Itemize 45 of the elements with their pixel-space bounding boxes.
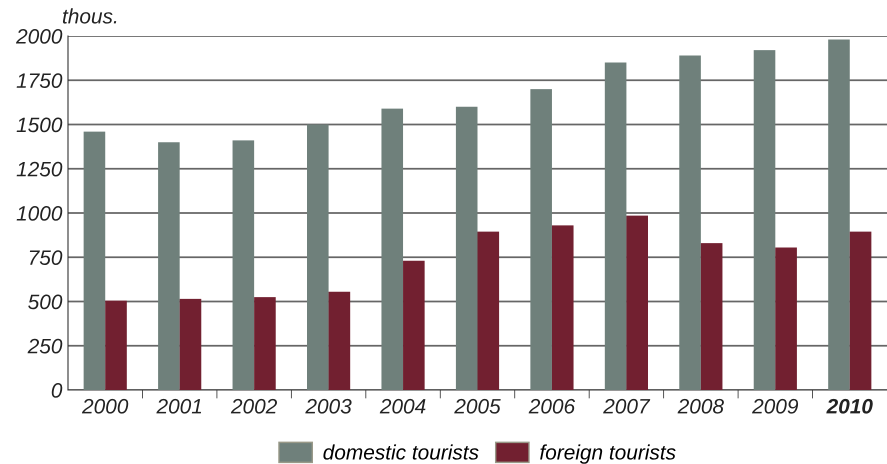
bar [754, 50, 776, 390]
bar [530, 89, 552, 390]
x-tick-label: 2004 [380, 398, 426, 414]
bar [232, 140, 254, 390]
x-tick-label: 2001 [156, 398, 202, 414]
y-axis-title: thous. [62, 8, 116, 24]
legend-label: domestic tourists [323, 444, 479, 460]
y-tick-label: 1000 [16, 206, 62, 221]
y-tick-label: 250 [28, 338, 62, 354]
bar [254, 297, 276, 390]
bar [180, 298, 202, 390]
x-tick-label: 2008 [678, 398, 724, 414]
bar [381, 108, 404, 390]
x-tick-label: 2010 [826, 398, 873, 414]
x-tick-label: 2005 [454, 398, 501, 414]
bar [604, 62, 626, 390]
bar [679, 55, 701, 390]
bar [775, 248, 797, 390]
bar [105, 300, 127, 390]
x-tick-label: 2006 [528, 398, 576, 414]
y-tick-label: 1750 [16, 73, 62, 88]
bar [307, 124, 329, 390]
bar [478, 232, 500, 390]
bar [850, 232, 872, 390]
x-tick-label: 2003 [305, 398, 352, 414]
bar [158, 142, 180, 390]
bar [403, 260, 425, 390]
bar [700, 243, 722, 390]
bar [328, 292, 350, 390]
y-tick-label: 2000 [16, 29, 62, 44]
legend-label: foreign tourists [540, 444, 676, 464]
y-tick-label: 0 [52, 383, 62, 398]
bar [456, 106, 478, 390]
y-tick-label: 750 [30, 250, 62, 266]
y-tick-label: 500 [28, 294, 62, 310]
x-tick-label: 2007 [603, 398, 650, 414]
bar [552, 225, 574, 390]
x-tick-label: 2002 [230, 398, 278, 414]
y-tick-label: 1500 [16, 118, 62, 132]
bar [84, 132, 106, 390]
bar [828, 40, 850, 390]
y-tick-label: 1250 [16, 162, 62, 177]
bar [626, 216, 648, 390]
x-tick-label: 2009 [752, 398, 798, 414]
x-tick-label: 2000 [82, 398, 128, 414]
